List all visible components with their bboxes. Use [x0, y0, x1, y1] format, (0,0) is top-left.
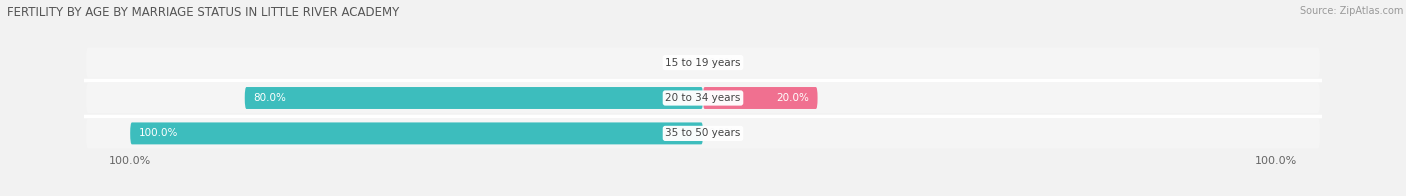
Text: Source: ZipAtlas.com: Source: ZipAtlas.com [1299, 6, 1403, 16]
Text: FERTILITY BY AGE BY MARRIAGE STATUS IN LITTLE RIVER ACADEMY: FERTILITY BY AGE BY MARRIAGE STATUS IN L… [7, 6, 399, 19]
FancyBboxPatch shape [131, 122, 703, 144]
FancyBboxPatch shape [703, 87, 817, 109]
FancyBboxPatch shape [86, 47, 1320, 78]
Text: 20 to 34 years: 20 to 34 years [665, 93, 741, 103]
Text: 15 to 19 years: 15 to 19 years [665, 58, 741, 68]
Text: 80.0%: 80.0% [253, 93, 287, 103]
Text: 0.0%: 0.0% [671, 58, 697, 68]
FancyBboxPatch shape [245, 87, 703, 109]
FancyBboxPatch shape [86, 83, 1320, 113]
Text: 0.0%: 0.0% [709, 128, 735, 138]
FancyBboxPatch shape [86, 118, 1320, 149]
Text: 0.0%: 0.0% [709, 58, 735, 68]
Text: 20.0%: 20.0% [776, 93, 808, 103]
Text: 35 to 50 years: 35 to 50 years [665, 128, 741, 138]
Text: 100.0%: 100.0% [139, 128, 179, 138]
